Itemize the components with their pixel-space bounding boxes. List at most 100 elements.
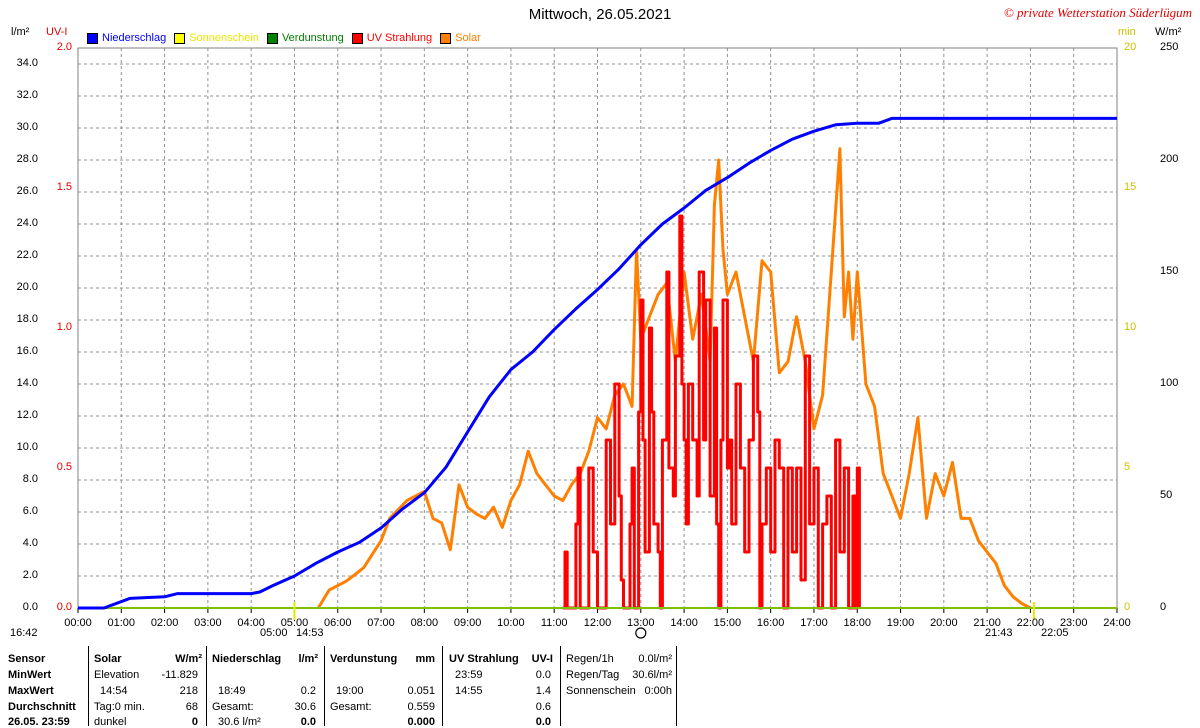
stats-value: 0.051: [407, 685, 435, 697]
stats-value: 0.559: [407, 701, 435, 713]
legend-label: Niederschlag: [102, 32, 167, 44]
plot-frame: [77, 47, 1118, 609]
stats-key: dunkel: [94, 716, 127, 728]
uv-tick-label: 2.0: [56, 41, 72, 53]
stats-divider: [324, 646, 325, 726]
chart-series: [78, 116, 1117, 639]
stats-key: Tag:0 min.: [94, 701, 145, 713]
minutes-tick-label: 0: [1124, 601, 1131, 613]
left-unit-uv: UV-I: [46, 26, 68, 38]
legend-swatch: [440, 32, 452, 44]
stats-label: 26.05. 23:59: [8, 716, 70, 728]
current-time-marker: [635, 627, 647, 639]
series-niederschlag: [78, 116, 1117, 610]
stats-key: 19:00: [336, 685, 364, 697]
legend-item-solar: Solar: [440, 32, 481, 44]
x-tick-label: 22:00: [1016, 617, 1045, 629]
stats-value: 1.4: [535, 685, 551, 697]
legend-swatch: [266, 32, 278, 44]
stats-value: 0.0: [300, 716, 316, 728]
x-tick-label: 05:00: [280, 617, 309, 629]
stats-key: 30.6 l/m²: [218, 716, 261, 728]
legend-item-uv: UV Strahlung: [351, 32, 433, 44]
x-tick-label: 12:00: [583, 617, 612, 629]
stats-col-uv: UV Strahlung UV-I 23:59 0.0 14:55 1.4 0.…: [449, 646, 553, 728]
current-time: 16:42: [10, 627, 38, 639]
stats-value: 30.6: [294, 701, 316, 713]
legend-label: UV Strahlung: [366, 32, 433, 44]
legend-label: Verdunstung: [281, 32, 344, 44]
uv-tick-label: 1.0: [56, 321, 72, 333]
precip-tick-label: 10.0: [16, 441, 38, 453]
precip-tick-label: 4.0: [22, 537, 38, 549]
stats-key: Sonnenschein: [566, 685, 636, 697]
stats-key: 14:54: [100, 685, 128, 697]
x-tick-label: 16:00: [756, 617, 785, 629]
stats-value: 218: [179, 685, 198, 697]
precip-tick-label: 12.0: [16, 409, 38, 421]
stats-unit: l/m²: [298, 653, 318, 665]
x-tick-label: 03:00: [194, 617, 222, 629]
legend-swatch: [174, 32, 186, 44]
x-tick-label: 13:00: [627, 617, 655, 629]
chart-legend: Niederschlag Sonnenschein Verdunstung UV…: [87, 32, 489, 44]
precip-tick-label: 26.0: [16, 185, 38, 197]
stats-key: Regen/Tag: [566, 669, 620, 681]
x-tick-label: 24:00: [1103, 617, 1131, 629]
precip-tick-label: 22.0: [16, 249, 38, 261]
stats-value: 0.000: [407, 716, 435, 728]
right-unit-solar: W/m²: [1155, 26, 1182, 38]
stats-col-evap: Verdunstung mm 19:00 0.051 Gesamt: 0.559…: [330, 646, 435, 728]
stats-key: Gesamt:: [212, 701, 254, 713]
uv-tick-label: 0.5: [56, 461, 72, 473]
precip-tick-label: 14.0: [16, 377, 38, 389]
stats-col-precip: Niederschlag l/m² 18:49 0.2 Gesamt: 30.6…: [212, 646, 318, 728]
stats-unit: UV-I: [531, 653, 553, 665]
legend-swatch: [87, 32, 98, 44]
x-tick-label: 19:00: [886, 617, 915, 629]
stats-divider: [560, 646, 561, 726]
solar-tick-label: 100: [1160, 377, 1179, 389]
stats-value: 0.6: [535, 701, 551, 713]
uv-tick-label: 0.0: [56, 601, 72, 613]
chart-grid: [77, 47, 1118, 613]
x-tick-label: 06:00: [323, 617, 352, 629]
stats-key: 14:55: [455, 685, 483, 697]
stats-value: 0:00h: [644, 685, 672, 697]
minutes-tick-label: 20: [1124, 41, 1137, 53]
x-tick-label: 23:00: [1059, 617, 1088, 629]
sunset-label-b: 22:05: [1041, 627, 1069, 639]
x-tick-label: 02:00: [150, 617, 179, 629]
chart-title: Mittwoch, 26.05.2021: [528, 6, 672, 23]
stats-divider: [442, 646, 443, 726]
stats-value: 0.0: [535, 669, 551, 681]
precip-tick-label: 6.0: [22, 505, 38, 517]
legend-item-verdunstung: Verdunstung: [266, 32, 344, 44]
precip-tick-label: 28.0: [16, 153, 38, 165]
stats-value: 30.6l/m²: [632, 669, 672, 681]
stats-key: Gesamt:: [330, 701, 372, 713]
uv-tick-label: 1.5: [56, 181, 72, 193]
solar-tick-label: 150: [1160, 265, 1179, 277]
x-tick-label: 00:00: [64, 617, 92, 629]
minutes-tick-label: 15: [1124, 181, 1137, 193]
legend-swatch: [351, 32, 363, 44]
stats-unit: W/m²: [175, 653, 202, 665]
legend-item-sonnenschein: Sonnenschein: [174, 32, 259, 44]
x-tick-label: 10:00: [497, 617, 525, 629]
stats-col-solar: Solar W/m² Elevation -11.829 14:54 218 T…: [94, 646, 202, 728]
weather-chart: [77, 47, 1118, 639]
stats-label: Durchschnitt: [8, 701, 76, 713]
precip-tick-label: 20.0: [16, 281, 38, 293]
copyright-label: © private Wetterstation Süderlügum: [1003, 5, 1192, 20]
right-unit-min: min: [1118, 26, 1136, 38]
precip-tick-label: 16.0: [16, 345, 38, 357]
stats-label: MinWert: [8, 669, 52, 681]
x-tick-label: 04:00: [237, 617, 265, 629]
x-tick-label: 17:00: [800, 617, 828, 629]
stats-divider: [676, 646, 677, 726]
series-uv-strahlung: [562, 214, 861, 610]
legend-item-niederschlag: Niederschlag: [87, 32, 166, 44]
series-solar: [317, 147, 1032, 610]
stats-value: 68: [185, 701, 198, 713]
